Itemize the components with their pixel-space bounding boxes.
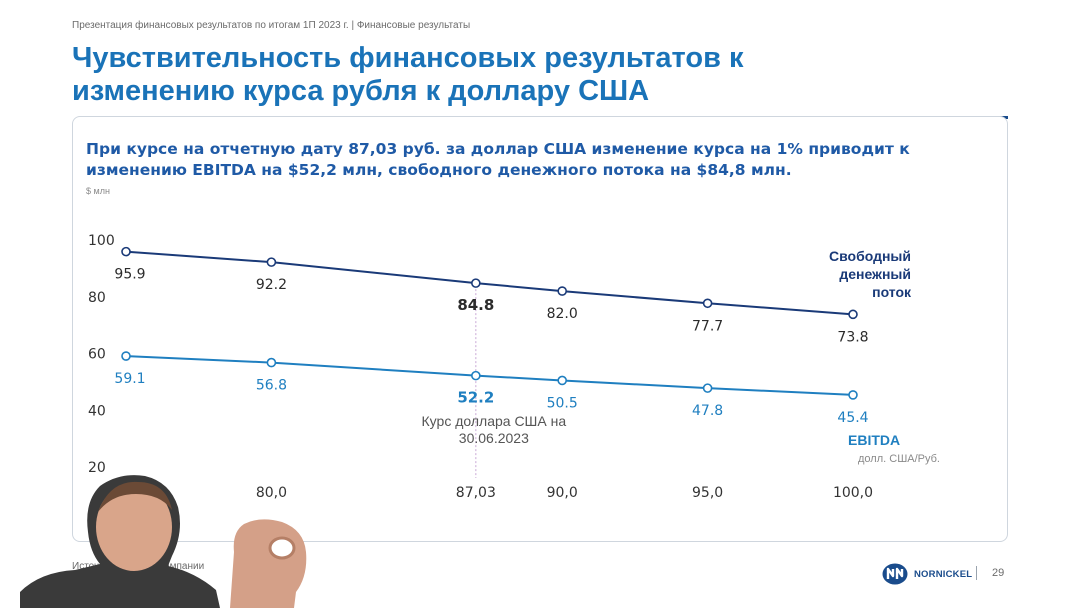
presenter-hair: [98, 481, 172, 512]
presenter-video-overlay: [20, 475, 307, 608]
data-point: [557, 286, 568, 296]
x-tick-label: 80,0: [256, 485, 287, 501]
data-point: [471, 278, 481, 288]
presenter-ok-gesture: [268, 536, 296, 560]
series-name-label: денежный: [839, 266, 911, 282]
x-tick-label: 100,0: [833, 485, 873, 501]
data-point: [266, 357, 277, 368]
data-label: 45.4: [837, 410, 868, 426]
x-axis-ticks: 80,0 87,03 90,0 95,0 100,0 долл. США/Руб.: [256, 453, 940, 501]
fcf-series-line: [125, 250, 854, 316]
nornickel-logo-icon: [882, 563, 908, 585]
x-tick-label: 90,0: [547, 485, 578, 501]
data-label: 52.2: [457, 389, 494, 407]
series-layer: 95.9 92.2 84.8 82.0 77.7 73.8 59.1 56.8 52.2 50.5…: [114, 246, 869, 426]
chart-headline: При курсе на отчетную дату 87,03 руб. за…: [86, 140, 910, 179]
y-tick-label: 60: [88, 347, 106, 363]
series-name-label: EBITDA: [848, 432, 900, 448]
footer-divider: [976, 566, 977, 580]
data-label: 47.8: [692, 403, 723, 419]
y-axis-ticks: 20 40 60 80 100: [88, 233, 115, 476]
data-label: 95.9: [114, 267, 145, 283]
data-label: 84.8: [457, 296, 494, 314]
x-tick-label: 95,0: [692, 485, 723, 501]
data-label: 77.7: [692, 318, 723, 334]
data-point: [266, 257, 277, 267]
reference-label: 30.06.2023: [459, 430, 529, 446]
y-unit-label: $ млн: [86, 186, 110, 196]
data-label: 82.0: [547, 306, 578, 322]
data-label: 73.8: [837, 329, 868, 345]
x-tick-label: 87,03: [456, 485, 496, 501]
x-axis-label: долл. США/Руб.: [858, 453, 940, 465]
data-point: [557, 375, 568, 386]
breadcrumb: Презентация финансовых результатов по ит…: [72, 20, 471, 31]
page-title: Чувствительность финансовых результатов …: [72, 42, 744, 107]
data-label: 50.5: [547, 395, 578, 411]
data-label: 92.2: [256, 277, 287, 293]
data-label: 56.8: [256, 378, 287, 394]
y-tick-label: 20: [88, 460, 106, 476]
series-name-labels: Свободный денежный поток EBITDA: [829, 248, 912, 448]
data-point: [702, 298, 713, 309]
data-point: [848, 390, 858, 400]
data-point: [702, 383, 713, 393]
series-name-label: поток: [872, 284, 912, 300]
logo-wordmark: NORNICKEL: [914, 568, 973, 580]
company-logo: NORNICKEL: [882, 563, 972, 585]
data-point: [848, 309, 858, 320]
ebitda-series-line: [125, 355, 854, 396]
y-tick-label: 100: [88, 233, 115, 249]
data-point: [121, 351, 131, 361]
presenter-hand: [230, 519, 307, 608]
data-point: [121, 246, 131, 257]
y-tick-label: 40: [88, 403, 106, 419]
series-name-label: Свободный: [829, 248, 911, 264]
page-number: 29: [992, 567, 1005, 579]
y-tick-label: 80: [88, 290, 106, 306]
chart-card: [72, 116, 1008, 542]
data-point: [471, 370, 481, 381]
presenter-face: [96, 483, 172, 571]
data-label: 59.1: [114, 371, 145, 387]
reference-label: Курс доллара США на: [422, 413, 567, 429]
